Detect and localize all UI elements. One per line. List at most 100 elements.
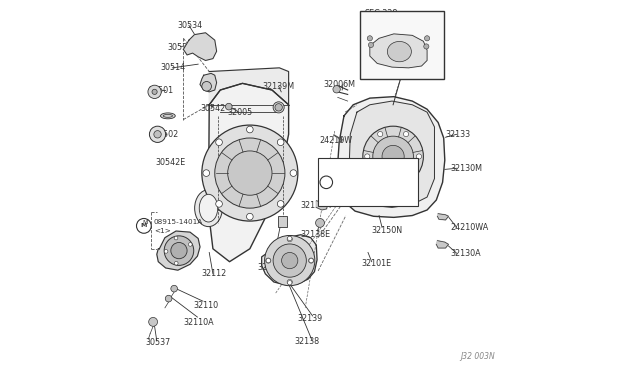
Circle shape xyxy=(287,280,292,285)
Circle shape xyxy=(216,201,222,207)
Circle shape xyxy=(225,103,232,110)
Circle shape xyxy=(282,253,298,269)
Polygon shape xyxy=(338,97,445,217)
Polygon shape xyxy=(370,34,427,68)
Circle shape xyxy=(188,243,192,246)
Polygon shape xyxy=(262,235,317,285)
Circle shape xyxy=(246,126,253,133)
Circle shape xyxy=(403,176,408,182)
Circle shape xyxy=(266,258,271,263)
Text: (2): (2) xyxy=(332,183,342,189)
Text: 32103: 32103 xyxy=(257,263,282,272)
Circle shape xyxy=(367,36,372,41)
Bar xyxy=(278,215,287,227)
Circle shape xyxy=(174,236,178,240)
Circle shape xyxy=(403,131,408,137)
Circle shape xyxy=(164,236,194,265)
Circle shape xyxy=(287,237,292,242)
Text: 32110A: 32110A xyxy=(184,318,214,327)
Circle shape xyxy=(369,42,374,48)
Text: 32139: 32139 xyxy=(297,314,323,323)
Circle shape xyxy=(203,170,210,176)
Text: 30514: 30514 xyxy=(161,63,186,72)
Text: 32138: 32138 xyxy=(295,337,320,346)
Circle shape xyxy=(333,86,340,93)
Circle shape xyxy=(287,236,292,241)
Circle shape xyxy=(273,102,284,113)
Text: 32113: 32113 xyxy=(200,202,225,211)
Circle shape xyxy=(277,201,284,207)
Text: 32005: 32005 xyxy=(228,108,253,117)
Text: 32130A: 32130A xyxy=(451,249,481,258)
Circle shape xyxy=(148,317,157,326)
Circle shape xyxy=(165,295,172,302)
Circle shape xyxy=(228,151,272,195)
Circle shape xyxy=(171,285,177,292)
Circle shape xyxy=(372,136,413,177)
Text: 32110: 32110 xyxy=(194,301,219,311)
Text: 30542: 30542 xyxy=(200,104,225,113)
Circle shape xyxy=(216,139,222,145)
Circle shape xyxy=(264,235,315,286)
Circle shape xyxy=(154,131,161,138)
Polygon shape xyxy=(436,241,449,248)
Text: 32101E: 32101E xyxy=(362,259,392,268)
Circle shape xyxy=(174,262,178,265)
Text: 24210W: 24210W xyxy=(319,137,353,145)
Text: 30542E: 30542E xyxy=(156,157,186,167)
Text: B: B xyxy=(324,179,329,185)
Circle shape xyxy=(365,154,370,159)
Text: M: M xyxy=(143,220,148,225)
Bar xyxy=(360,11,444,79)
Ellipse shape xyxy=(199,194,218,222)
Circle shape xyxy=(363,126,424,187)
Text: 08110-61262: 08110-61262 xyxy=(324,174,374,180)
Bar xyxy=(318,158,418,206)
Circle shape xyxy=(215,138,285,208)
Polygon shape xyxy=(437,214,449,220)
Text: 32100: 32100 xyxy=(230,137,256,146)
Text: 30501: 30501 xyxy=(148,86,173,94)
Ellipse shape xyxy=(387,41,412,62)
Circle shape xyxy=(246,213,253,220)
Circle shape xyxy=(424,44,429,49)
Polygon shape xyxy=(184,33,216,61)
Text: 08915-1401A: 08915-1401A xyxy=(153,219,202,225)
Polygon shape xyxy=(316,201,328,210)
Polygon shape xyxy=(200,73,216,92)
Text: 32130M: 32130M xyxy=(451,164,483,173)
Circle shape xyxy=(424,36,429,41)
Circle shape xyxy=(359,195,370,206)
Text: 24210WA: 24210WA xyxy=(451,223,488,232)
Text: SEC.328: SEC.328 xyxy=(364,9,397,18)
Text: 32133: 32133 xyxy=(445,130,470,139)
Circle shape xyxy=(290,170,297,176)
Circle shape xyxy=(275,104,282,111)
Text: 32150N: 32150N xyxy=(371,226,402,235)
Text: 30537: 30537 xyxy=(146,339,171,347)
Text: 32006M: 32006M xyxy=(324,80,356,89)
Circle shape xyxy=(273,244,307,277)
Circle shape xyxy=(316,218,324,227)
Polygon shape xyxy=(209,68,289,105)
Text: <1>: <1> xyxy=(154,228,171,234)
Text: 32112: 32112 xyxy=(201,269,227,278)
Polygon shape xyxy=(349,101,435,208)
Circle shape xyxy=(277,139,284,145)
Circle shape xyxy=(171,243,187,259)
Polygon shape xyxy=(209,83,289,262)
Circle shape xyxy=(287,279,292,285)
Circle shape xyxy=(148,85,161,99)
Text: M: M xyxy=(141,223,147,228)
Text: 30502: 30502 xyxy=(153,130,179,139)
Circle shape xyxy=(308,258,314,263)
Circle shape xyxy=(378,176,383,182)
Text: 30534: 30534 xyxy=(178,21,203,30)
Text: 32138E: 32138E xyxy=(300,230,330,239)
Circle shape xyxy=(417,154,422,159)
Text: J32 003N: J32 003N xyxy=(461,352,495,361)
Circle shape xyxy=(309,259,314,263)
Circle shape xyxy=(202,125,298,221)
Text: 32139A: 32139A xyxy=(300,201,331,210)
Text: 30531: 30531 xyxy=(168,43,193,52)
